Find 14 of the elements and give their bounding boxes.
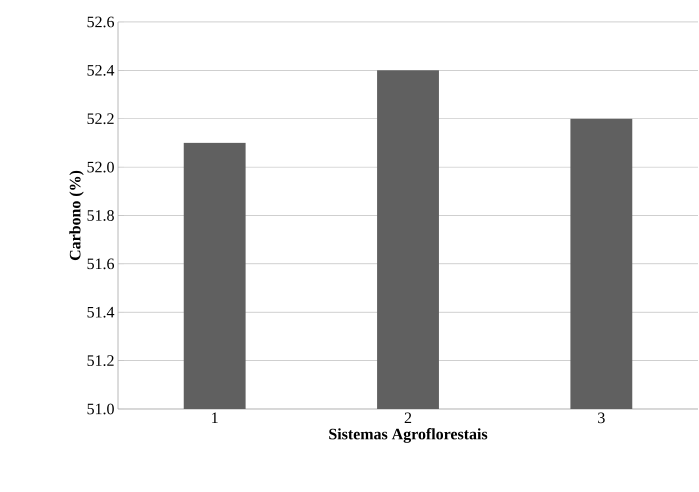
x-tick-label: 2 xyxy=(404,412,412,424)
y-tick-label: 52.6 xyxy=(88,16,114,28)
y-tick-label: 51.2 xyxy=(88,355,114,366)
y-tick-label: 52.2 xyxy=(88,113,114,124)
y-tick-label: 51.4 xyxy=(88,306,114,318)
y-tick-label: 51.6 xyxy=(88,258,114,270)
y-tick-label: 52.4 xyxy=(88,64,114,76)
x-tick-label: 3 xyxy=(598,412,605,424)
x-tick-label: 1 xyxy=(212,412,218,424)
x-axis-title: Sistemas Agroflorestais xyxy=(329,428,488,443)
y-tick-label: 51.8 xyxy=(88,210,114,221)
y-tick-label: 51.0 xyxy=(88,404,114,414)
y-tick-label: 52.0 xyxy=(88,162,114,173)
y-axis-title: Carbono (%) xyxy=(69,170,84,260)
